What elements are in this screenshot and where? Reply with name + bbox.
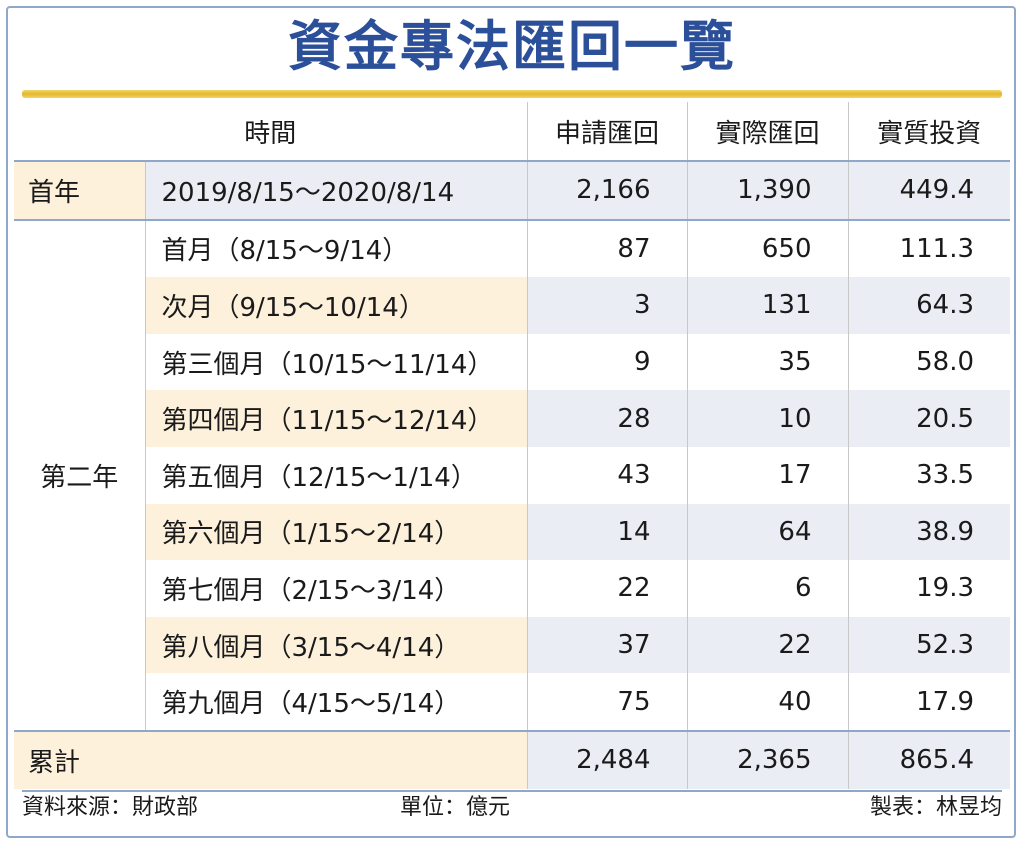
month-period: 第八個月（3/15～4/14） [145,616,528,674]
table-row: 第六個月（1/15～2/14） 14 64 38.9 [14,503,1011,561]
month-actual: 10 [686,390,849,447]
month-actual: 35 [686,333,849,391]
year2-label: 第二年 [14,219,146,731]
header-applied: 申請匯回 [526,102,688,162]
month-period: 第三個月（10/15～11/14） [161,349,494,380]
month-actual: 17 [686,446,849,504]
month-applied: 9 [526,333,688,391]
footer: 資料來源：財政部 單位：億元 製表：林昱均 [22,790,1002,824]
month-investment: 52.3 [847,616,1011,674]
month-investment: 58.0 [847,333,1011,391]
total-applied: 2,484 [526,729,688,789]
month-period: 第七個月（2/15～3/14） [161,575,461,606]
month-investment: 33.5 [847,446,1011,504]
table-row: 第八個月（3/15～4/14） 37 22 52.3 [14,616,1011,674]
table-row: 第九個月（4/15～5/14） 75 40 17.9 [14,673,1011,731]
year1-applied: 2,166 [526,161,688,221]
month-investment: 20.5 [847,390,1011,447]
month-applied: 75 [526,673,688,731]
month-applied: 14 [526,503,688,561]
total-investment: 865.4 [847,729,1011,789]
table-row: 第四個月（11/15～12/14） 28 10 20.5 [14,390,1011,447]
month-period: 第五個月（12/15～1/14） [161,462,477,493]
title-underline [22,90,1002,98]
month-applied: 28 [526,390,688,447]
table-row: 第七個月（2/15～3/14） 22 6 19.3 [14,560,1011,617]
unit-note: 單位：億元 [400,795,511,820]
year1-label: 首年 [14,161,146,221]
month-actual: 6 [686,560,849,617]
month-actual: 40 [686,673,849,731]
month-period: 第六個月（1/15～2/14） [145,503,528,561]
month-actual: 131 [686,277,849,334]
table-row: 第三個月（10/15～11/14） 9 35 58.0 [14,333,1011,391]
month-actual: 64 [686,503,849,561]
month-investment: 64.3 [847,277,1011,334]
month-applied: 3 [526,277,688,334]
month-investment: 19.3 [847,560,1011,617]
month-investment: 17.9 [847,673,1011,731]
total-label: 累計 [14,729,528,789]
month-applied: 87 [526,219,688,278]
source-note: 資料來源：財政部 [22,795,199,820]
total-actual: 2,365 [686,729,849,789]
table-row: 第二年 首月（8/15～9/14） 87 650 111.3 [14,219,1011,731]
maker-note: 製表：林昱均 [869,795,1002,820]
header-investment: 實質投資 [847,102,1011,162]
table-row-total: 累計 2,484 2,365 865.4 [14,729,1011,789]
year1-actual: 1,390 [686,161,849,221]
header-period: 時間 [14,102,528,162]
month-period: 首月（8/15～9/14） [161,236,409,267]
month-applied: 43 [526,446,688,504]
month-period: 次月（9/15～10/14） [145,277,528,334]
table-row: 次月（9/15～10/14） 3 131 64.3 [14,277,1011,334]
month-applied: 37 [526,616,688,674]
page-title: 資金專法匯回一覽 [288,15,736,78]
month-applied: 22 [526,560,688,617]
month-period: 第九個月（4/15～5/14） [161,689,461,720]
table-header-row: 時間 申請匯回 實際匯回 實質投資 [14,102,1011,162]
year1-period: 2019/8/15～2020/8/14 [145,161,528,221]
month-actual: 22 [686,616,849,674]
month-investment: 111.3 [847,219,1011,278]
table-row-year1: 首年 2019/8/15～2020/8/14 2,166 1,390 449.4 [14,161,1011,221]
month-investment: 38.9 [847,503,1011,561]
header-actual: 實際匯回 [686,102,849,162]
repatriation-table: 時間 申請匯回 實際匯回 實質投資 首年 2019/8/15～2020/8/14… [14,102,1011,789]
month-actual: 650 [686,219,849,278]
year1-investment: 449.4 [847,161,1011,221]
month-period: 第四個月（11/15～12/14） [145,390,528,447]
table-row: 第五個月（12/15～1/14） 43 17 33.5 [14,446,1011,504]
